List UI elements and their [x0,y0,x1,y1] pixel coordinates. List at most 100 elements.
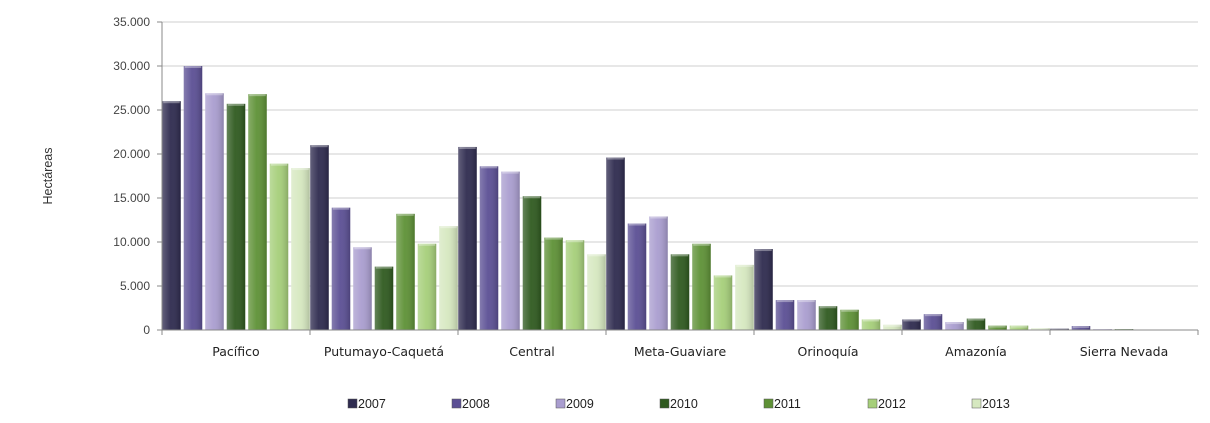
bar-top [607,157,624,160]
bar-shade [183,66,203,330]
bar-top [270,163,288,166]
bar-top [903,319,920,322]
legend-swatch [659,398,670,409]
bar-shade [670,254,690,330]
bar-shade [840,309,859,330]
bar-top [206,93,223,96]
bar [649,216,668,330]
legend-label: 2011 [774,397,801,411]
bar-top [354,247,371,250]
x-tick-label: Putumayo-Caquetá [324,344,444,359]
legend-item: 2011 [763,397,801,411]
bar-shade [522,196,542,330]
bar-top [755,249,772,252]
bar [396,213,415,330]
bar-top [1032,328,1049,330]
bar [606,157,625,330]
bar [923,314,943,330]
bar-shade [1050,328,1069,330]
x-tick-label: Meta-Guaviare [634,344,727,359]
bar-shade [291,168,310,330]
bar-shade [775,300,795,330]
x-tick-label: Amazonía [945,344,1007,359]
legend-label: 2013 [982,397,1010,411]
bar-top [841,309,858,312]
bars [162,66,1198,330]
bar-shade [396,213,415,330]
bar-top [375,266,393,269]
bar [501,171,520,330]
bar-top [566,240,584,243]
bar-top [184,66,202,68]
bar-shade [565,240,585,330]
bar [226,103,246,330]
bar-shade [1031,328,1050,330]
bar [183,66,203,330]
bar [353,247,372,330]
x-tick-label: Sierra Nevada [1080,344,1168,359]
bar-shade [797,300,816,330]
bar-top [736,264,753,267]
bar [522,196,542,330]
y-axis-ticks: 0 5.000 10.000 15.000 20.000 25.000 30.000 35.0… [113,15,162,337]
y-tick-label: 5.000 [120,279,150,293]
bar-top [1010,325,1028,328]
bar-shade [248,94,267,330]
bar-top [819,306,837,309]
bar [627,223,647,330]
bar-shade [627,223,647,330]
legend-item: 2010 [659,397,698,411]
y-tick-label: 20.000 [113,147,150,161]
bar-shade [735,264,754,330]
bar [818,306,838,330]
bar [544,237,563,330]
x-tick-label: Pacífico [212,344,259,359]
legend-item: 2013 [971,397,1010,411]
x-tick-label: Orinoquía [797,344,858,359]
bar [988,325,1007,330]
bar-top [967,318,985,321]
bar [587,254,606,330]
bar-top [249,94,266,97]
bar-shade [501,171,520,330]
bar-top [227,103,245,106]
bar-shade [205,93,224,330]
bar [374,266,394,330]
bar [291,168,310,330]
bar-shade [439,226,458,330]
legend-item: 2008 [451,397,490,411]
bar [310,145,329,330]
bar [439,226,458,330]
bar-top [650,216,667,219]
bar [1050,328,1069,330]
bar-shade [374,266,394,330]
bar-top [480,166,498,169]
bar [1071,326,1091,330]
legend-swatch [451,398,462,409]
bar-top [862,319,880,322]
legend-label: 2010 [670,397,698,411]
bar-top [459,146,476,149]
y-tick-label: 35.000 [113,15,150,29]
bar-shade [1071,326,1091,330]
bar-shade [902,319,921,330]
legend-swatch [971,398,982,409]
y-axis-label: Hectáreas [41,148,55,205]
bar-top [946,322,963,325]
bar [1031,328,1050,330]
legend: 2007 2008 2009 2010 2011 2012 2013 [347,397,1010,411]
bar-top [884,324,901,327]
bar [692,243,711,330]
y-tick-label: 10.000 [113,235,150,249]
bar-shade [606,157,625,330]
bar-top [545,237,562,240]
bar-top [418,243,436,246]
bar [754,249,773,330]
bar-shade [269,163,289,330]
bar [902,319,921,330]
bar-shade [923,314,943,330]
bar [248,94,267,330]
bar-top [502,171,519,174]
legend-swatch [555,398,566,409]
